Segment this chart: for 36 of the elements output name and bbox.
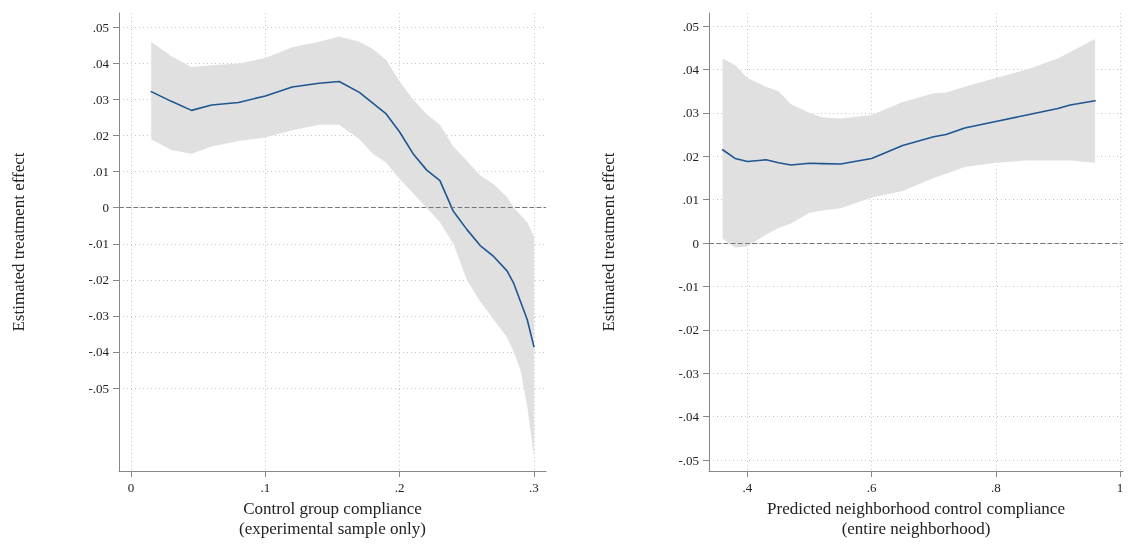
y-tick-label: .02 <box>682 148 699 164</box>
x-axis-title: Predicted neighborhood control compliance (entire neighborhood) <box>767 499 1065 539</box>
y-tick-label: -.05 <box>678 452 699 468</box>
y-tick-label: -.02 <box>678 322 699 338</box>
x-axis-title: Control group compliance (experimental sample only) <box>239 499 426 539</box>
y-tick-label: .05 <box>92 19 109 35</box>
x-tick-label: .3 <box>529 480 539 495</box>
y-tick-label: .03 <box>92 92 109 108</box>
line-series <box>721 99 1096 166</box>
y-tick-label: .04 <box>92 55 110 71</box>
y-tick-label: .05 <box>682 18 699 34</box>
y-tick-label: -.03 <box>88 308 109 324</box>
y-tick-label: 0 <box>102 200 109 216</box>
y-tick-label: .04 <box>682 61 700 77</box>
y-tick-label: -.05 <box>88 380 109 396</box>
x-tick-label: .1 <box>260 480 271 495</box>
x-tick-label: .8 <box>990 480 1001 495</box>
y-tick-label: .02 <box>92 128 109 144</box>
x-tick-label: 1 <box>1116 480 1124 495</box>
y-tick-label: -.02 <box>88 272 109 288</box>
y-axis-title: Estimated treatment effect <box>9 152 28 332</box>
y-tick-label: -.01 <box>678 279 699 294</box>
x-tick-label: 0 <box>127 480 135 495</box>
y-tick-label: .03 <box>682 105 699 121</box>
y-tick-label: -.03 <box>678 365 699 381</box>
y-axis-title: Estimated treatment effect <box>599 152 618 332</box>
x-tick-label: .2 <box>394 480 405 495</box>
x-tick-label: .4 <box>742 480 753 495</box>
y-tick-label: -.04 <box>678 409 700 425</box>
line-series <box>150 80 535 348</box>
y-tick-label: .01 <box>92 164 109 180</box>
y-tick-label: -.01 <box>88 236 109 252</box>
y-tick-label: 0 <box>692 235 699 251</box>
y-tick-label: -.04 <box>88 344 110 360</box>
y-tick-label: .01 <box>682 192 699 208</box>
x-tick-label: .6 <box>866 480 877 495</box>
